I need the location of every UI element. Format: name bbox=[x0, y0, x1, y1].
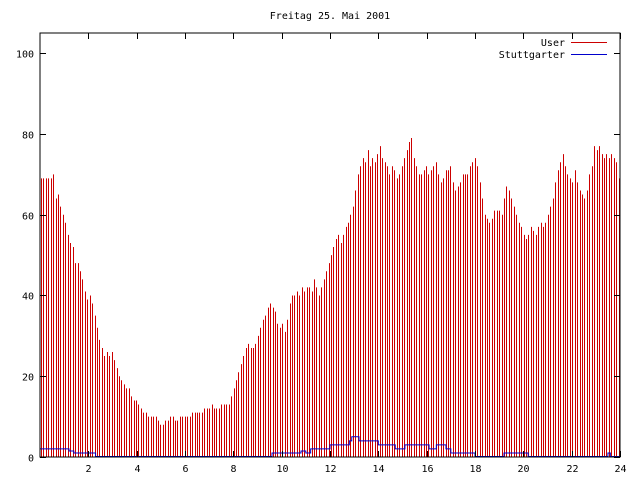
y-tick-label: 100 bbox=[16, 50, 34, 61]
x-tick-label: 8 bbox=[230, 464, 236, 475]
legend-label-user: User bbox=[541, 38, 565, 49]
y-tick-label: 20 bbox=[22, 373, 34, 384]
x-tick-label: 10 bbox=[276, 464, 288, 475]
x-tick-label: 22 bbox=[566, 464, 578, 475]
legend: User Stuttgarter bbox=[499, 38, 607, 61]
x-tick-label: 24 bbox=[614, 464, 626, 475]
y-tick-label: 60 bbox=[22, 212, 34, 223]
x-tick-label: 20 bbox=[517, 464, 529, 475]
x-tick-label: 18 bbox=[469, 464, 481, 475]
legend-label-stuttgarter: Stuttgarter bbox=[499, 50, 565, 61]
user-series bbox=[41, 137, 620, 457]
y-tick-label: 40 bbox=[22, 292, 34, 303]
x-tick-label: 12 bbox=[324, 464, 336, 475]
x-tick-label: 14 bbox=[372, 464, 384, 475]
x-tick-label: 2 bbox=[85, 464, 91, 475]
x-tick-label: 16 bbox=[421, 464, 433, 475]
y-tick-label: 0 bbox=[28, 454, 34, 465]
x-tick-label: 6 bbox=[182, 464, 188, 475]
chart-title: Freitag 25. Mai 2001 bbox=[270, 11, 390, 22]
y-tick-label: 80 bbox=[22, 131, 34, 142]
x-tick-label: 4 bbox=[134, 464, 140, 475]
